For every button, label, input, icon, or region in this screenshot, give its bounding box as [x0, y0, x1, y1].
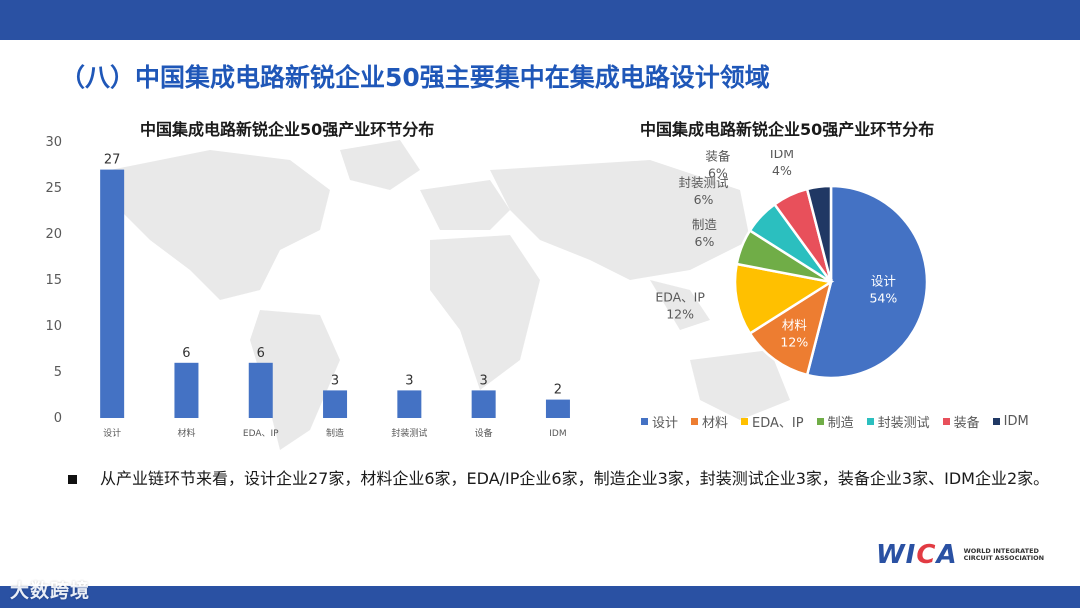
- pie-slice-label: 材料: [782, 317, 808, 332]
- logo-subtitle: WORLD INTEGRATED CIRCUIT ASSOCIATION: [963, 546, 1045, 562]
- y-tick-label: 0: [54, 411, 62, 426]
- pie-slice-label: EDA、IP: [655, 289, 705, 304]
- bar-data-label: 2: [554, 383, 562, 398]
- pie-slice-percent: 54%: [869, 291, 897, 306]
- pie-slice-percent: 6%: [708, 165, 728, 180]
- pie-slice-percent: 4%: [772, 163, 792, 178]
- bar-data-label: 3: [405, 373, 413, 388]
- legend-item: IDM: [992, 412, 1029, 431]
- legend-item: 封装测试: [866, 412, 930, 431]
- pie-slice: [805, 184, 929, 380]
- bar-data-label: 27: [104, 153, 121, 168]
- wica-logo: WICA WORLD INTEGRATED CIRCUIT ASSOCIATIO…: [876, 540, 1054, 570]
- watermark: 大数跨境: [10, 580, 91, 602]
- bar: [248, 362, 273, 418]
- pie-slice: [748, 279, 833, 377]
- y-tick-label: 5: [54, 365, 62, 380]
- legend-label: IDM: [1003, 414, 1029, 429]
- pie-slice: [733, 262, 835, 336]
- legend-label: EDA、IP: [752, 416, 804, 431]
- bar-chart-title: 中国集成电路新锐企业50强产业环节分布: [140, 120, 435, 139]
- y-tick-label: 15: [45, 273, 62, 288]
- bar-data-label: 3: [480, 373, 488, 388]
- summary-text: 从产业链环节来看，设计企业27家，材料企业6家，EDA/IP企业6家，制造企业3…: [100, 469, 1050, 488]
- x-tick-label: 制造: [326, 427, 344, 439]
- logo-mark: WICA: [876, 540, 958, 570]
- bar: [100, 169, 125, 418]
- legend-item: 制造: [816, 412, 854, 431]
- legend-swatch: [741, 418, 749, 425]
- legend-label: 设计: [652, 416, 679, 431]
- x-tick-label: 封装测试: [391, 427, 427, 439]
- pie-slice-percent: 6%: [695, 234, 715, 249]
- x-tick-label: IDM: [549, 429, 566, 439]
- x-tick-label: EDA、IP: [243, 429, 279, 439]
- bar-data-label: 6: [182, 346, 190, 361]
- bar: [471, 390, 496, 418]
- y-tick-label: 10: [45, 319, 62, 334]
- bar: [397, 390, 422, 418]
- legend-swatch: [866, 418, 874, 425]
- pie-legend: 设计 材料 EDA、IP 制造 封装测试 装备 IDM: [641, 412, 1029, 431]
- x-tick-label: 设计: [103, 427, 121, 439]
- x-tick-label: 材料: [177, 427, 195, 439]
- pie-chart-title: 中国集成电路新锐企业50强产业环节分布: [640, 120, 935, 139]
- pie-slice-label: 装备: [705, 150, 731, 163]
- bar: [545, 399, 570, 418]
- pie-slice-label: 设计: [871, 274, 896, 289]
- bar: [323, 390, 348, 418]
- legend-swatch: [992, 418, 1000, 425]
- y-tick-label: 20: [45, 227, 62, 242]
- legend-swatch: [942, 418, 950, 425]
- pie-slice-percent: 6%: [694, 192, 714, 207]
- pie-slice-label: 封装测试: [679, 175, 730, 190]
- legend-item: 设计: [641, 412, 678, 431]
- legend-swatch: [641, 418, 648, 425]
- header-bar: [0, 0, 1080, 40]
- legend-label: 材料: [702, 416, 729, 431]
- pie-slice-label: IDM: [770, 150, 794, 161]
- y-tick-label: 30: [45, 135, 62, 150]
- legend-label: 制造: [827, 416, 854, 431]
- y-tick-label: 25: [45, 181, 62, 196]
- bar-data-label: 6: [257, 346, 265, 361]
- legend-label: 装备: [953, 416, 980, 431]
- pie-slice-percent: 12%: [780, 334, 808, 349]
- legend-item: 材料: [691, 412, 728, 431]
- bar: [174, 362, 199, 418]
- page-title: （八）中国集成电路新锐企业50强主要集中在集成电路设计领域: [60, 63, 770, 92]
- pie-slice-label: 制造: [692, 217, 718, 232]
- legend-swatch: [691, 418, 699, 425]
- summary-paragraph: 从产业链环节来看，设计企业27家，材料企业6家，EDA/IP企业6家，制造企业3…: [68, 464, 1053, 494]
- bar-chart: 0 5 10 15 20 25 30 27 设计 6 材料 6 EDA、IP 3 制造 3 封装测试 3 设备 2 ID…: [45, 135, 570, 439]
- bullet-square-icon: [68, 475, 77, 484]
- bar-data-label: 3: [331, 373, 339, 388]
- legend-swatch: [816, 418, 824, 425]
- pie-slice: [805, 184, 833, 283]
- x-tick-label: 设备: [475, 427, 493, 439]
- legend-item: 装备: [942, 412, 980, 431]
- legend-label: 封装测试: [877, 416, 930, 431]
- footer-bar: [0, 586, 1080, 608]
- legend-item: EDA、IP: [741, 412, 804, 431]
- pie-slice-percent: 12%: [666, 306, 694, 321]
